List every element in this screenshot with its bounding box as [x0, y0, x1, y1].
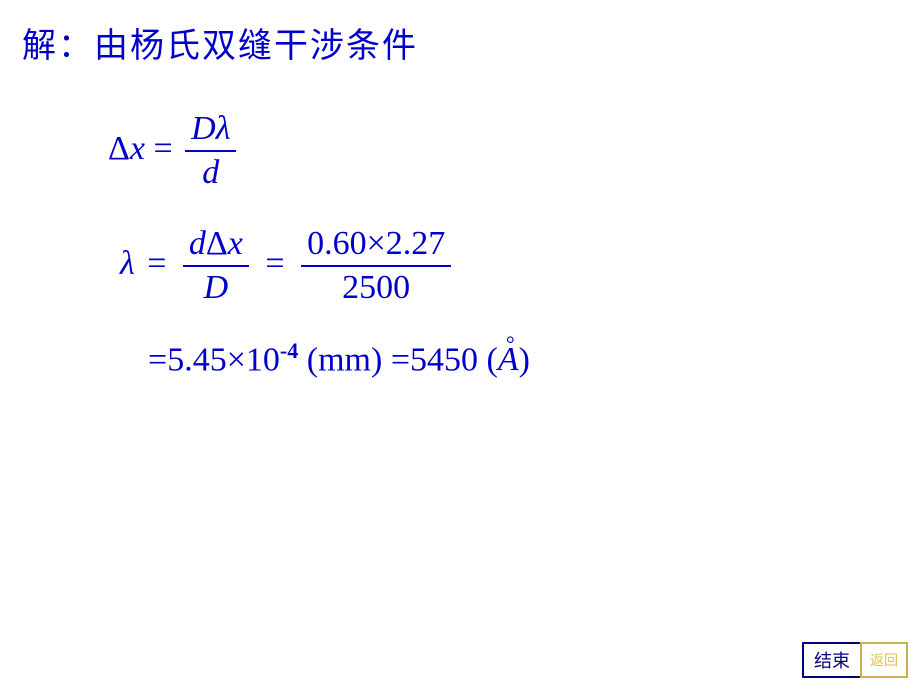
equation-3: =5.45×10-4 (mm) =5450 (A) — [148, 338, 530, 379]
numerator-value: 0.60×2.27 — [301, 225, 451, 265]
var-d: d — [189, 225, 206, 262]
delta-symbol: Δ — [108, 130, 130, 167]
paren-close: ) — [371, 341, 391, 378]
equals: = — [148, 341, 167, 378]
var-d: d — [202, 154, 219, 191]
paren-open: ( — [298, 341, 318, 378]
equals: = — [153, 130, 172, 167]
denominator-value: 2500 — [301, 265, 451, 307]
var-lambda: λ — [216, 110, 231, 147]
value-2: 5450 ( — [410, 341, 498, 378]
equation-1: Δx = Dλ d — [108, 110, 240, 192]
unit-mm: mm — [318, 341, 371, 378]
var-x: x — [228, 225, 243, 262]
end-button[interactable]: 结束 — [802, 642, 862, 678]
nav-bar: 结束返回 — [804, 642, 908, 678]
paren-close: ) — [519, 341, 530, 378]
exponent: -4 — [280, 338, 298, 363]
value-1: 5.45×10 — [167, 341, 280, 378]
equals: = — [265, 245, 284, 282]
fraction-1: Dλ d — [185, 110, 236, 192]
equation-2: λ = dΔx D = 0.60×2.27 2500 — [120, 225, 455, 307]
var-x: x — [130, 130, 145, 167]
delta-symbol: Δ — [206, 225, 228, 262]
equals: = — [391, 341, 410, 378]
fraction-2b: 0.60×2.27 2500 — [301, 225, 451, 307]
fraction-2a: dΔx D — [183, 225, 249, 307]
var-D: D — [191, 110, 216, 147]
back-button[interactable]: 返回 — [860, 642, 908, 678]
solution-heading: 解：由杨氏双缝干涉条件 — [22, 18, 418, 67]
equals: = — [147, 245, 166, 282]
var-lambda: λ — [120, 245, 135, 282]
unit-angstrom: A — [498, 341, 519, 379]
var-D: D — [204, 269, 229, 306]
